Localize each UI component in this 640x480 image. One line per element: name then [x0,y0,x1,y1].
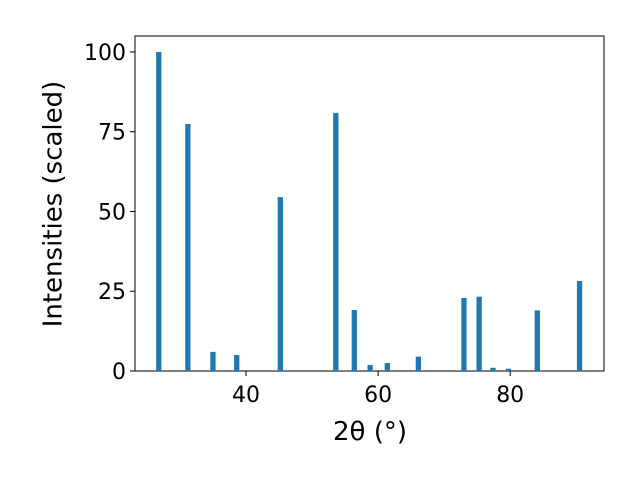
bar [367,364,373,371]
y-axis-label: Intensities (scaled) [39,81,69,328]
y-tick-label: 50 [98,200,126,225]
y-tick-label: 75 [98,121,126,146]
bar [476,296,482,371]
x-axis-label: 2θ (°) [333,417,407,447]
y-tick-label: 0 [112,360,126,385]
bar [210,351,216,371]
bar [156,51,162,371]
bar [534,310,540,371]
bar [351,310,357,371]
x-tick-label: 80 [496,383,524,408]
bar [505,368,511,371]
bar [333,112,339,371]
bar [277,197,283,371]
bar [234,355,240,371]
bar [415,356,422,371]
bar [384,363,390,371]
x-tick-label: 40 [232,383,260,408]
plot-frame [134,35,605,372]
bar [576,281,583,371]
x-tick-label: 60 [364,383,392,408]
bar [490,367,496,371]
bar [461,297,467,371]
y-tick-label: 100 [84,41,126,66]
bar [185,124,191,371]
y-tick-label: 25 [98,280,126,305]
